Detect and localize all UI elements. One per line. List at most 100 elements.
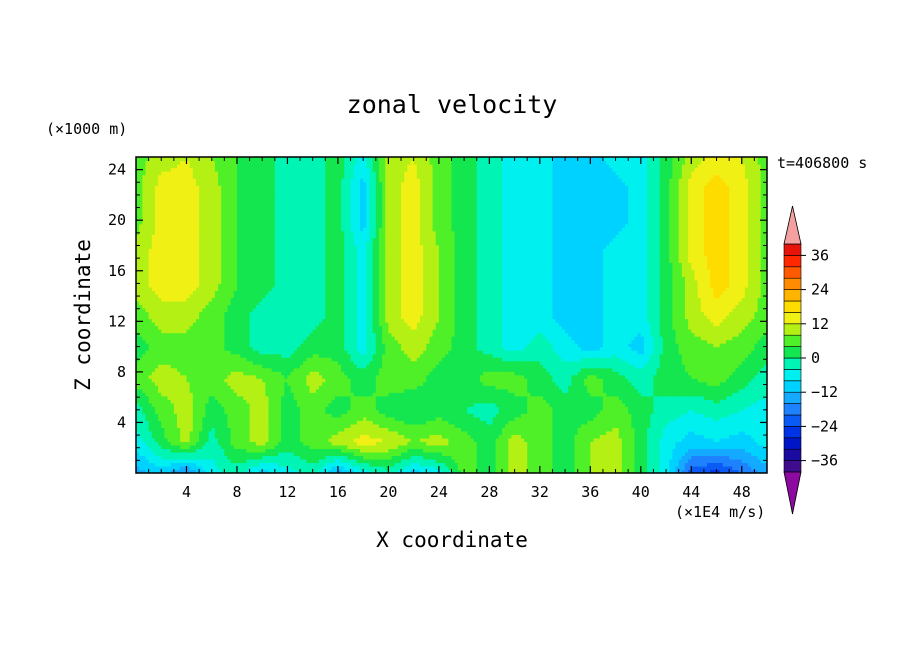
field-cell (628, 434, 632, 439)
field-cell (347, 402, 352, 407)
field-cell (366, 430, 371, 435)
field-cell (388, 423, 393, 428)
field-cell (688, 434, 692, 439)
field-cell (388, 458, 393, 464)
field-cell (688, 458, 692, 464)
field-cell (438, 448, 443, 453)
field-cell (218, 434, 222, 439)
field-cell (555, 434, 560, 439)
field-cell (262, 420, 266, 425)
field-cell (577, 402, 582, 407)
field-cell (363, 409, 367, 414)
field-cell (423, 455, 427, 460)
field-cell (404, 430, 408, 435)
field-cell (514, 451, 519, 457)
field-cell (454, 402, 459, 407)
field-cell (145, 469, 150, 473)
field-cell (423, 437, 427, 442)
field-cell (180, 451, 184, 457)
field-cell (300, 465, 304, 471)
field-cell (218, 409, 222, 414)
field-cell (618, 462, 623, 467)
field-cell (173, 420, 178, 425)
field-cell (274, 395, 279, 400)
field-cell (252, 399, 257, 404)
field-cell (164, 462, 169, 467)
field-cell (438, 413, 443, 418)
field-cell (154, 448, 159, 453)
field-cell (195, 434, 200, 439)
field-cell (470, 458, 475, 464)
field-cell (621, 423, 626, 428)
field-cell (511, 399, 516, 404)
field-cell (539, 399, 544, 404)
field-cell (214, 465, 219, 471)
field-cell (322, 395, 326, 400)
field-cell (524, 455, 528, 460)
field-cell (669, 420, 673, 425)
field-cell (429, 409, 434, 414)
field-cell (369, 458, 374, 464)
field-cell (221, 451, 225, 457)
field-cell (763, 455, 767, 460)
field-cell (590, 465, 595, 471)
field-cell (391, 437, 396, 442)
field-cell (637, 434, 642, 439)
field-cell (442, 427, 446, 432)
field-cell (637, 413, 642, 418)
field-cell (688, 455, 692, 460)
field-cell (221, 416, 225, 421)
field-cell (470, 444, 475, 450)
field-cell (555, 465, 560, 471)
field-cell (416, 437, 421, 442)
field-cell (268, 406, 273, 411)
field-cell (533, 465, 538, 471)
field-cell (369, 420, 374, 425)
field-cell (322, 416, 326, 421)
field-cell (385, 444, 389, 450)
field-cell (662, 437, 667, 442)
field-cell (568, 402, 572, 407)
field-cell (410, 430, 415, 435)
field-cell (467, 399, 472, 404)
field-cell (492, 406, 497, 411)
field-cell (419, 458, 424, 464)
field-cell (483, 437, 487, 442)
field-cell (678, 427, 683, 432)
field-cell (170, 423, 175, 428)
field-cell (363, 430, 367, 435)
field-cell (136, 427, 140, 432)
field-cell (486, 416, 490, 421)
field-cell (360, 437, 364, 442)
field-cell (391, 430, 396, 435)
field-cell (546, 441, 550, 446)
field-cell (568, 427, 572, 432)
field-cell (738, 465, 743, 471)
field-cell (700, 413, 705, 418)
field-cell (136, 395, 140, 400)
field-cell (451, 413, 456, 418)
field-cell (183, 465, 188, 471)
field-cell (435, 458, 440, 464)
field-cell (454, 444, 459, 450)
field-cell (719, 437, 724, 442)
field-cell (631, 402, 636, 407)
field-cell (224, 423, 229, 428)
field-cell (271, 434, 276, 439)
field-cell (148, 448, 153, 453)
field-cell (397, 444, 402, 450)
field-cell (438, 455, 443, 460)
field-cell (448, 469, 453, 473)
field-cell (549, 406, 554, 411)
field-cell (438, 402, 443, 407)
field-cell (413, 423, 418, 428)
field-cell (353, 448, 358, 453)
field-cell (407, 399, 412, 404)
field-cell (214, 462, 219, 467)
field-cell (296, 423, 301, 428)
field-cell (328, 465, 333, 471)
field-cell (716, 430, 721, 435)
field-cell (653, 458, 658, 464)
field-cell (341, 455, 345, 460)
field-cell (363, 444, 367, 450)
